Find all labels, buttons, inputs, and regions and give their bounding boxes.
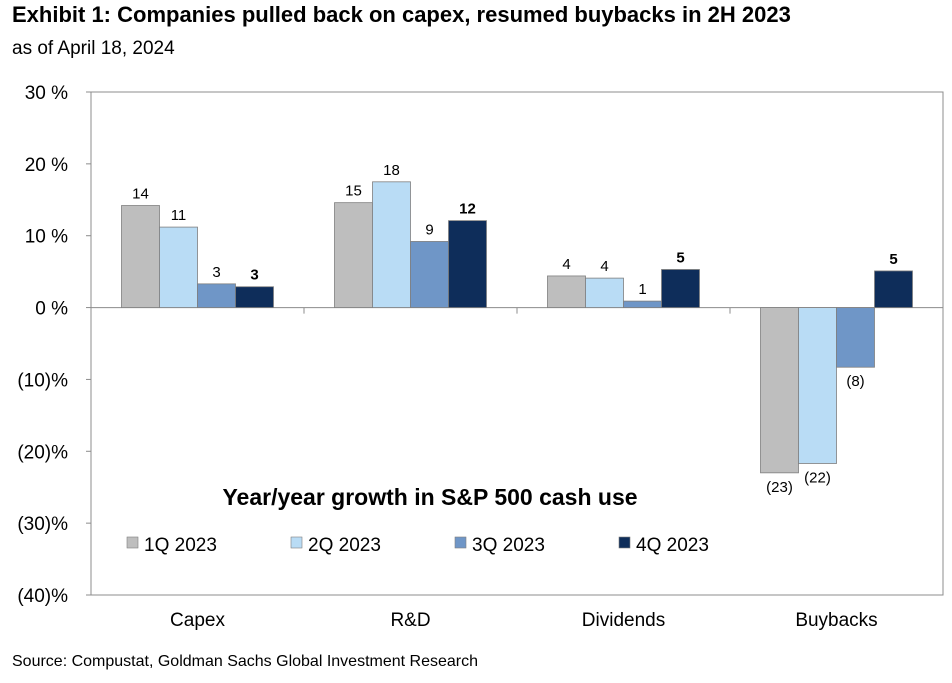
bar xyxy=(372,181,411,308)
plot-inner-title: Year/year growth in S&P 500 cash use xyxy=(222,484,637,510)
bar-data-label: (22) xyxy=(804,470,831,487)
bar xyxy=(798,307,837,464)
y-tick-label: (20)% xyxy=(17,442,68,463)
bar xyxy=(623,300,662,308)
bar-data-label: 1 xyxy=(638,281,646,298)
bar-data-label: 12 xyxy=(459,201,476,218)
x-category-label: Dividends xyxy=(582,610,665,631)
x-category-label: Buybacks xyxy=(795,610,877,631)
y-tick-label: 10 % xyxy=(25,227,68,248)
legend-swatch xyxy=(618,536,631,549)
legend-swatch xyxy=(454,536,467,549)
legend-swatch xyxy=(290,536,303,549)
bar xyxy=(661,269,700,308)
bar xyxy=(585,277,624,308)
legend-label: 3Q 2023 xyxy=(472,535,545,556)
bar xyxy=(760,307,799,474)
chart-title: Exhibit 1: Companies pulled back on cape… xyxy=(12,2,791,27)
data-labels: 14 15 4 (23) 11 18 4 (22) 3 9 1 (8) 3 12 5 5 xyxy=(132,162,898,496)
bar-data-label: 11 xyxy=(171,207,187,224)
chart-subtitle: as of April 18, 2024 xyxy=(12,38,175,59)
legend-swatch xyxy=(126,536,139,549)
y-tick-label: 0 % xyxy=(35,299,68,320)
bar xyxy=(448,220,487,308)
source-note: Source: Compustat, Goldman Sachs Global … xyxy=(12,653,478,670)
y-tick-label: 20 % xyxy=(25,155,68,176)
bar xyxy=(410,241,449,308)
bar xyxy=(121,205,160,308)
y-tick-label: (40)% xyxy=(17,586,68,607)
x-axis: Capex R&D Dividends Buybacks xyxy=(170,307,878,631)
bar-data-label: 14 xyxy=(132,186,149,203)
legend: 1Q 2023 2Q 2023 3Q 2023 4Q 2023 xyxy=(126,535,709,556)
bar-data-label: 15 xyxy=(345,183,362,200)
bar-data-label: 4 xyxy=(562,256,570,273)
bar xyxy=(235,286,274,308)
x-category-label: R&D xyxy=(390,610,430,631)
bar xyxy=(874,270,913,308)
legend-label: 2Q 2023 xyxy=(308,535,381,556)
bar-data-label: 18 xyxy=(383,162,400,179)
bar-data-label: 5 xyxy=(889,251,897,268)
bar-chart: 30 % 20 % 10 % 0 % (10)% (20)% (30)% (40)% Cape… xyxy=(17,83,944,631)
bar xyxy=(197,283,236,308)
bar xyxy=(836,307,875,368)
y-tick-label: (30)% xyxy=(17,514,68,535)
y-tick-label: 30 % xyxy=(25,83,68,104)
bar-data-label: 9 xyxy=(425,221,433,238)
x-category-label: Capex xyxy=(170,610,225,631)
bar xyxy=(334,202,373,308)
bar-data-label: 5 xyxy=(676,249,684,266)
bar-data-label: 3 xyxy=(250,267,258,284)
bar-series xyxy=(121,181,913,474)
bar-data-label: 3 xyxy=(212,264,220,281)
bar xyxy=(547,275,586,308)
y-tick-label: (10)% xyxy=(17,370,68,391)
bar xyxy=(159,226,198,308)
legend-label: 1Q 2023 xyxy=(144,535,217,556)
bar-data-label: (8) xyxy=(846,373,864,390)
bar-data-label: 4 xyxy=(600,258,608,275)
bar-data-label: (23) xyxy=(766,479,793,496)
legend-label: 4Q 2023 xyxy=(636,535,709,556)
